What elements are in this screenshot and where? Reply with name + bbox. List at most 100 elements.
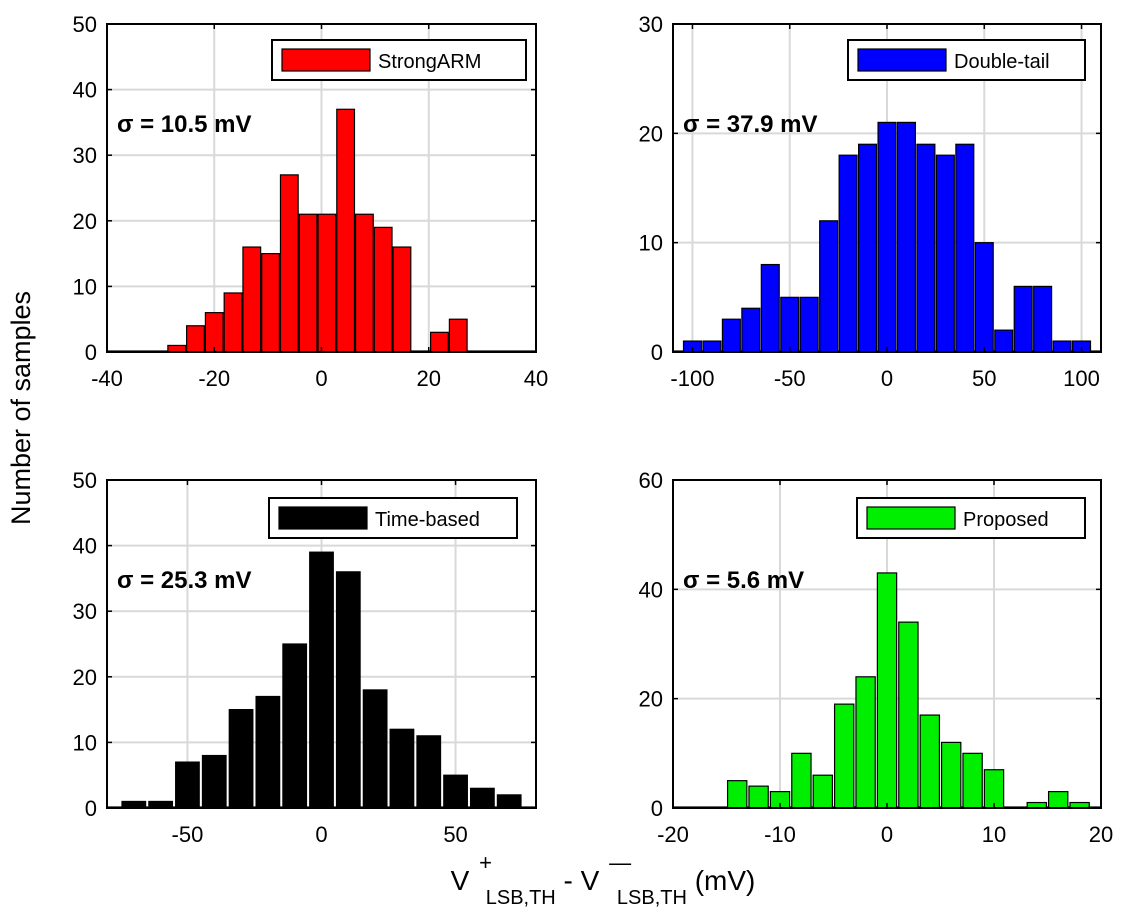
bar bbox=[838, 154, 858, 353]
x-tick-label: 100 bbox=[1063, 366, 1100, 391]
bar bbox=[255, 695, 281, 809]
x-tick-label: -100 bbox=[670, 366, 714, 391]
x-tick-label: -40 bbox=[91, 366, 123, 391]
x-label-sup1: + bbox=[479, 850, 492, 875]
legend-swatch bbox=[278, 506, 368, 530]
x-tick-label: 40 bbox=[524, 366, 548, 391]
x-tick-label: 0 bbox=[315, 366, 327, 391]
x-tick-label: -20 bbox=[657, 822, 689, 847]
bar bbox=[702, 340, 722, 353]
bar bbox=[201, 754, 227, 809]
bar bbox=[335, 571, 361, 809]
bar bbox=[994, 329, 1014, 353]
histogram-double-tail: -100 -50 0 50 100 0 10 20 30 σ = 37.9 mV Double-ta… bbox=[639, 12, 1102, 391]
axes-box bbox=[106, 479, 537, 809]
x-tick-label: 10 bbox=[982, 822, 1006, 847]
bar bbox=[833, 703, 855, 809]
bar bbox=[791, 752, 812, 809]
y-tick-label: 30 bbox=[73, 599, 97, 624]
bar bbox=[392, 246, 412, 353]
y-tick-label: 30 bbox=[73, 143, 97, 168]
legend-label: StrongARM bbox=[378, 51, 481, 73]
bar bbox=[354, 213, 374, 353]
bar bbox=[896, 121, 917, 353]
bar bbox=[298, 213, 318, 353]
bar bbox=[962, 752, 983, 809]
bar bbox=[916, 143, 936, 353]
bar bbox=[935, 154, 955, 353]
axes-box bbox=[672, 479, 1102, 809]
sigma-annotation: σ = 5.6 mV bbox=[683, 567, 804, 594]
y-tick-label: 20 bbox=[73, 209, 97, 234]
legend-swatch bbox=[866, 506, 956, 530]
x-tick-label: -10 bbox=[764, 822, 796, 847]
bar bbox=[819, 220, 839, 353]
y-tick-label: 20 bbox=[73, 665, 97, 690]
legend-label: Time-based bbox=[375, 509, 480, 531]
x-tick-label: 20 bbox=[417, 366, 441, 391]
x-tick-label: 0 bbox=[881, 822, 893, 847]
legend-label: Double-tail bbox=[954, 51, 1050, 73]
bar bbox=[448, 318, 468, 353]
axes-box bbox=[106, 23, 537, 353]
y-tick-label: 0 bbox=[651, 796, 663, 821]
bar bbox=[309, 551, 334, 809]
y-tick-label: 10 bbox=[73, 730, 97, 755]
bar bbox=[1047, 790, 1069, 809]
y-tick-label: 40 bbox=[73, 534, 97, 559]
bar bbox=[416, 735, 442, 809]
bar bbox=[983, 769, 1005, 809]
bar bbox=[760, 263, 780, 353]
x-axis-label: V + LSB,TH - V — LSB,TH (mV) bbox=[451, 845, 756, 910]
x-tick-label: 20 bbox=[1089, 822, 1113, 847]
sigma-annotation: σ = 37.9 mV bbox=[683, 111, 818, 138]
x-label-sub2: LSB,TH bbox=[617, 887, 687, 909]
bar bbox=[780, 296, 800, 353]
legend-label: Proposed bbox=[963, 509, 1049, 531]
bar bbox=[362, 689, 388, 809]
bar bbox=[469, 787, 495, 809]
bar bbox=[223, 292, 243, 353]
y-tick-label: 0 bbox=[651, 340, 663, 365]
bar bbox=[242, 246, 262, 353]
x-tick-label: 0 bbox=[315, 822, 327, 847]
bar bbox=[955, 143, 975, 353]
sigma-annotation: σ = 25.3 mV bbox=[117, 567, 252, 594]
y-tick-label: 60 bbox=[639, 468, 663, 493]
y-axis-label: Number of samples bbox=[6, 291, 36, 525]
bar bbox=[1013, 285, 1033, 353]
y-tick-label: 40 bbox=[639, 577, 663, 602]
bar bbox=[857, 143, 878, 353]
histogram-strongarm: -40 -20 0 20 40 0 10 20 30 40 50 σ = 10.5 mV StrongA… bbox=[73, 12, 549, 391]
bar bbox=[228, 708, 254, 809]
x-tick-label: 50 bbox=[443, 822, 467, 847]
x-label-sup2: — bbox=[609, 850, 631, 875]
y-tick-label: 10 bbox=[73, 274, 97, 299]
bar bbox=[877, 121, 897, 353]
y-tick-label: 20 bbox=[639, 121, 663, 146]
x-tick-label: 0 bbox=[881, 366, 893, 391]
legend-swatch bbox=[281, 48, 371, 72]
sigma-annotation: σ = 10.5 mV bbox=[117, 111, 252, 138]
bar bbox=[726, 780, 748, 809]
bar bbox=[799, 296, 819, 353]
bar bbox=[496, 794, 522, 809]
bar bbox=[204, 312, 224, 353]
bar bbox=[741, 307, 761, 353]
bar bbox=[974, 242, 994, 353]
bar bbox=[721, 318, 741, 353]
bar bbox=[317, 213, 337, 353]
bar bbox=[940, 741, 962, 809]
bar bbox=[373, 226, 393, 353]
bar bbox=[748, 785, 769, 809]
bar bbox=[430, 331, 449, 353]
x-tick-label: -50 bbox=[774, 366, 806, 391]
bar bbox=[855, 676, 876, 809]
x-tick-label: -50 bbox=[172, 822, 204, 847]
x-label-v1: V bbox=[451, 865, 470, 896]
y-tick-label: 50 bbox=[73, 12, 97, 37]
x-tick-label: -20 bbox=[198, 366, 230, 391]
bar bbox=[261, 253, 281, 353]
bar bbox=[898, 621, 919, 809]
